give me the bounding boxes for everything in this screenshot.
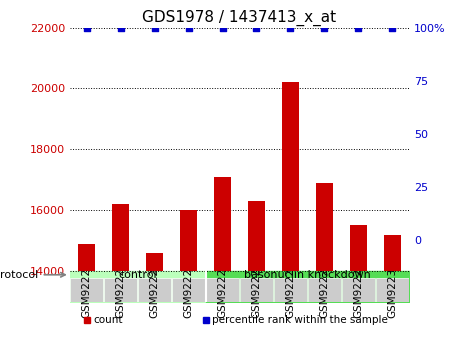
Bar — [376, 278, 409, 302]
Text: GSM92223: GSM92223 — [150, 262, 159, 318]
Text: basonuclin knockdown: basonuclin knockdown — [244, 270, 371, 280]
Bar — [350, 226, 367, 271]
Bar — [240, 278, 273, 302]
Bar — [112, 204, 129, 271]
Bar — [384, 235, 401, 271]
Point — [83, 25, 90, 30]
Bar — [274, 278, 307, 302]
Bar — [206, 278, 239, 302]
Text: GSM92222: GSM92222 — [116, 262, 126, 318]
Point — [117, 25, 124, 30]
Bar — [214, 177, 231, 271]
Title: GDS1978 / 1437413_x_at: GDS1978 / 1437413_x_at — [142, 10, 337, 26]
Point — [286, 25, 294, 30]
Text: GSM92228: GSM92228 — [319, 262, 329, 318]
Bar — [316, 183, 333, 271]
Bar — [248, 201, 265, 271]
Bar — [138, 278, 171, 302]
Bar — [180, 210, 197, 271]
Text: count: count — [93, 315, 123, 325]
Point — [354, 25, 362, 30]
Text: GSM92227: GSM92227 — [286, 262, 295, 318]
Bar — [282, 82, 299, 271]
Text: percentile rank within the sample: percentile rank within the sample — [213, 315, 388, 325]
Text: GSM92226: GSM92226 — [252, 262, 261, 318]
Point — [389, 25, 396, 30]
Text: protocol: protocol — [0, 270, 65, 280]
Bar — [308, 278, 341, 302]
Text: GSM92229: GSM92229 — [353, 262, 363, 318]
Point — [151, 25, 158, 30]
Text: GSM92225: GSM92225 — [218, 262, 227, 318]
Bar — [78, 244, 95, 271]
Point — [185, 25, 192, 30]
Bar — [70, 278, 103, 302]
Bar — [172, 278, 205, 302]
Point — [252, 25, 260, 30]
Bar — [146, 253, 163, 271]
Point — [321, 25, 328, 30]
Text: GSM92221: GSM92221 — [82, 262, 92, 318]
Bar — [342, 278, 375, 302]
Bar — [104, 278, 137, 302]
Text: control: control — [118, 270, 157, 280]
Text: GSM92230: GSM92230 — [387, 262, 397, 318]
Text: GSM92224: GSM92224 — [184, 262, 193, 318]
Point — [219, 25, 226, 30]
